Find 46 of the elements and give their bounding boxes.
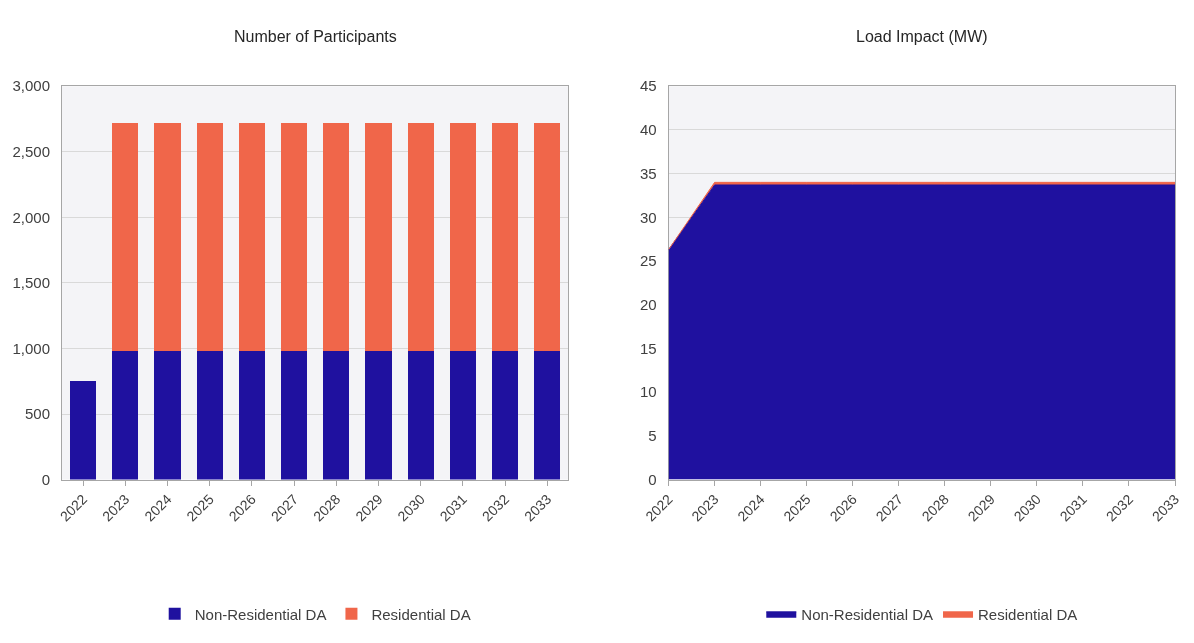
bar [449, 122, 476, 352]
bar [281, 351, 308, 480]
y-tick-label: 35 [639, 164, 657, 182]
bar [365, 122, 392, 352]
bar [407, 122, 434, 352]
bar [449, 351, 476, 480]
y-tick-label: 500 [24, 405, 50, 423]
y-tick-label: 0 [648, 470, 657, 488]
bar [154, 351, 181, 480]
y-tick-label: 15 [639, 339, 657, 357]
bar [196, 122, 223, 352]
bar [323, 351, 350, 480]
bar [323, 122, 350, 352]
bar [534, 122, 561, 352]
legend-label: Non-Residential DA [801, 605, 934, 623]
y-tick-label: 45 [639, 77, 657, 95]
bar [492, 351, 519, 480]
y-tick-label: 3,000 [12, 77, 50, 95]
bar [407, 351, 434, 480]
y-tick-label: 25 [639, 252, 657, 270]
y-tick-label: 2,000 [12, 208, 50, 226]
chart-title: Number of Participants [234, 28, 397, 45]
bar [534, 351, 561, 480]
bar [492, 122, 519, 352]
bar [70, 381, 97, 480]
y-tick-label: 10 [639, 383, 657, 401]
bar [112, 351, 139, 480]
y-tick-label: 0 [41, 470, 50, 488]
chart-title: Load Impact (MW) [856, 28, 988, 45]
y-tick-label: 1,500 [12, 274, 50, 292]
bar [281, 122, 308, 352]
y-tick-label: 30 [639, 208, 657, 226]
bar [112, 122, 139, 352]
y-tick-label: 5 [648, 427, 657, 445]
bar [154, 122, 181, 352]
bar [365, 351, 392, 480]
legend-label: Residential DA [978, 605, 1078, 623]
legend-label: Non-Residential DA [194, 605, 327, 623]
y-tick-label: 20 [639, 296, 657, 314]
bar [238, 351, 265, 480]
y-tick-label: 1,000 [12, 339, 50, 357]
y-tick-label: 2,500 [12, 143, 50, 161]
bar [196, 351, 223, 480]
legend-label: Residential DA [371, 605, 471, 623]
y-tick-label: 40 [639, 121, 657, 139]
bar [238, 122, 265, 352]
